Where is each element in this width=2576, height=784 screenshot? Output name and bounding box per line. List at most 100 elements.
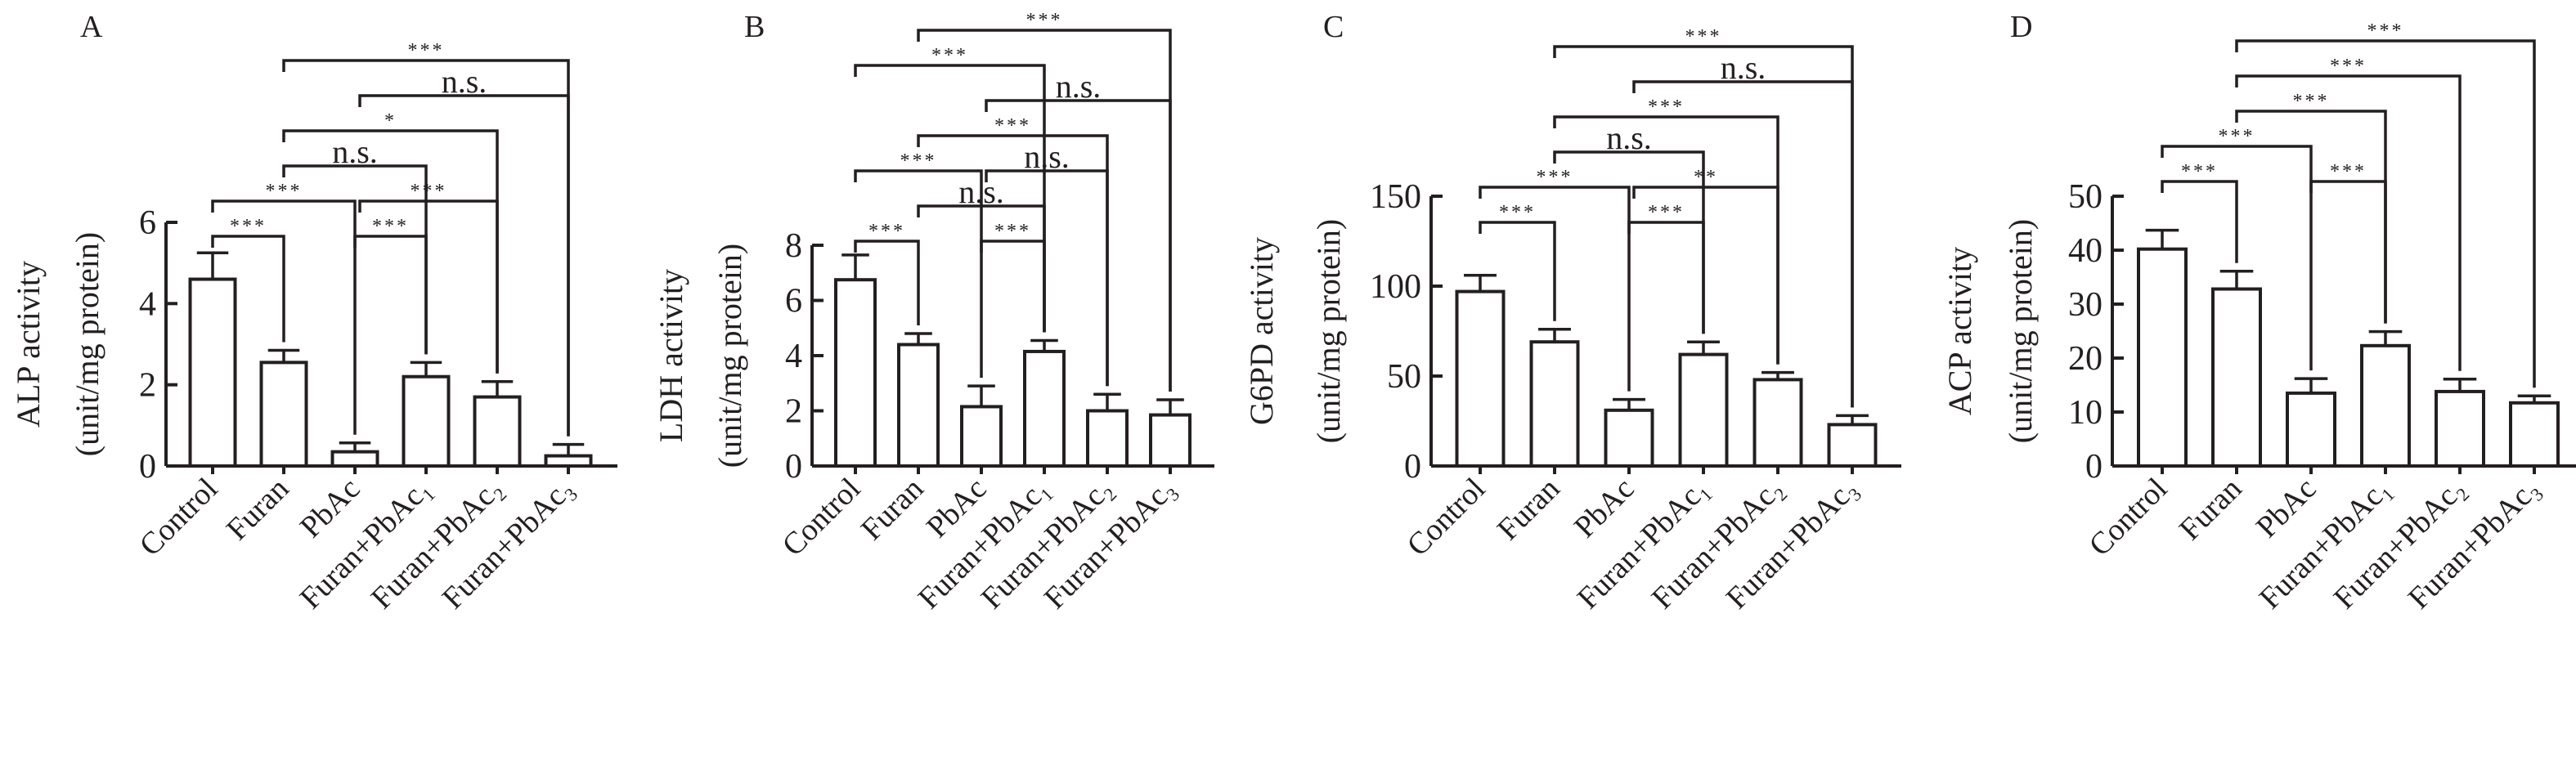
y-axis-label: LDH activity [653,269,689,442]
y-tick-label: 0 [1404,448,1421,486]
bar-2 [330,450,379,468]
significance-bracket [1553,150,1705,334]
significance-label: *** [900,150,937,172]
significance-label: n.s. [1056,68,1102,105]
y-tick-label: 2 [785,393,802,431]
significance-label: ** [1694,167,1718,188]
significance-label: *** [2330,161,2367,182]
bar-0 [834,278,877,468]
bar-0 [188,277,237,468]
y-axis-label: ACP activity [1941,247,1978,415]
y-axis-unit-label: (unit/mg protein) [69,232,105,456]
bar-5 [1149,413,1192,468]
y-tick-label: 0 [785,448,802,486]
y-tick-label: 150 [1370,178,1421,216]
y-axis-unit-label: (unit/mg protein) [1310,219,1347,443]
significance-bracket [353,235,428,355]
significance-bracket [985,99,1172,392]
bar-5 [2509,401,2560,468]
bar-1 [897,343,940,468]
y-tick-label: 2 [139,367,156,405]
significance-label: *** [408,40,445,61]
significance-label: *** [1026,10,1063,31]
significance-label: *** [1537,167,1573,188]
x-tick-label: Furan [220,472,295,547]
y-tick-label: 50 [1387,358,1421,396]
y-tick-label: 30 [2068,286,2103,324]
significance-bracket [2161,145,2313,371]
significance-label: *** [2293,91,2330,112]
y-tick-label: 6 [785,283,802,320]
panel-letter: C [1323,10,1344,44]
significance-label: *** [994,221,1031,242]
significance-label: *** [1499,202,1536,223]
bar-5 [544,454,593,468]
y-tick-label: 20 [2068,340,2103,378]
significance-bracket [980,240,1046,333]
significance-label: n.s. [332,133,378,170]
significance-bracket [282,164,428,355]
bar-3 [1678,352,1729,468]
significance-bracket [917,29,1172,392]
y-axis-unit-label: (unit/mg protein) [711,244,748,468]
significance-bracket [2161,180,2238,263]
significance-bracket [2309,180,2387,324]
bar-4 [2435,389,2485,468]
significance-bracket [1479,221,1556,321]
panel-c: C G6PD activity (unit/mg protein) 0 50 100 150… [1243,10,1901,616]
significance-label: n.s. [1024,138,1070,175]
bar-0 [1455,289,1506,468]
bar-3 [2360,343,2411,468]
y-tick-label: 4 [139,285,156,323]
y-tick-label: 100 [1370,268,1421,306]
significance-bracket [1632,80,1854,408]
significance-bracket [917,134,1109,387]
significance-label: *** [994,115,1031,137]
y-axis-unit-label: (unit/mg protein) [2002,219,2039,443]
significance-label: *** [372,216,409,237]
significance-bracket [358,94,570,437]
bar-2 [960,405,1003,468]
significance-label: *** [2330,56,2367,77]
significance-label: * [384,110,397,132]
significance-bracket [211,235,285,343]
bar-3 [402,374,451,468]
significance-bracket [2235,110,2387,324]
y-tick-label: 10 [2068,394,2103,432]
y-tick-label: 50 [2068,178,2103,216]
x-tick-label: Furan [855,472,930,547]
bar-1 [1529,340,1580,468]
bar-2 [1604,408,1654,468]
significance-label: *** [2219,126,2255,147]
significance-label: *** [1685,26,1722,47]
y-tick-label: 6 [139,204,156,242]
panel-letter: B [744,10,765,44]
y-tick-label: 40 [2068,232,2103,270]
significance-label: *** [266,181,303,202]
bar-4 [1752,378,1803,468]
significance-label: *** [931,45,968,66]
bar-4 [473,395,522,468]
y-tick-label: 8 [785,227,802,265]
significance-bracket [282,59,570,437]
significance-label: n.s. [1606,119,1652,156]
y-axis-label: G6PD activity [1243,237,1280,425]
significance-bracket [2235,74,2462,371]
significance-bracket [1627,221,1705,334]
significance-bracket [854,169,983,379]
x-tick-label: Furan [1491,472,1566,547]
bar-4 [1086,409,1129,468]
significance-bracket [1553,45,1854,408]
significance-label: n.s. [442,63,487,100]
x-tick-label: Furan [2173,472,2248,547]
y-tick-label: 4 [785,338,802,375]
bar-3 [1023,349,1066,468]
panel-letter: D [2010,10,2032,44]
significance-label: n.s. [1721,49,1766,86]
significance-label: *** [1648,96,1685,118]
significance-label: *** [1648,202,1685,223]
bar-1 [2211,287,2262,468]
